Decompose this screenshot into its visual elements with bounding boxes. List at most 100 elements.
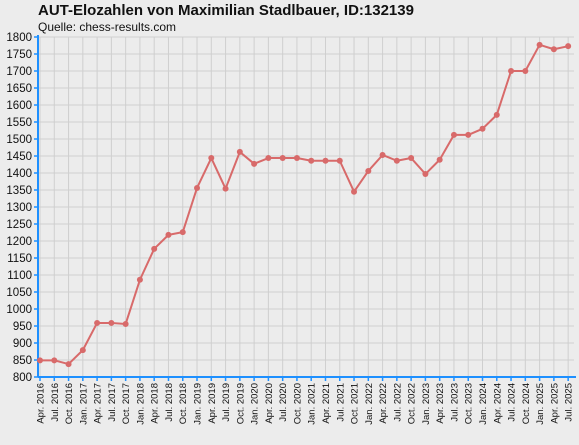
y-tick-label: 950 xyxy=(13,321,32,333)
y-tick-label: 1100 xyxy=(7,270,32,282)
chart-source: Quelle: chess-results.com xyxy=(38,20,177,34)
data-point xyxy=(208,155,215,162)
y-tick-label: 1050 xyxy=(6,287,32,299)
x-tick-label: Jan. 2023 xyxy=(421,383,432,425)
data-point xyxy=(222,185,229,192)
x-tick-label: Apr. 2020 xyxy=(264,383,275,424)
x-tick-label: Apr. 2025 xyxy=(549,383,560,424)
y-tick-labels: 800 850 900 950 1000 1050 1100 1150 1200 1250 1300… xyxy=(6,32,32,384)
series-line xyxy=(40,43,569,366)
y-tick-label: 1750 xyxy=(6,49,32,61)
data-point xyxy=(151,245,158,252)
x-tick-label: Jan. 2019 xyxy=(193,383,204,425)
y-tick-label: 1550 xyxy=(6,117,32,129)
data-point xyxy=(393,157,400,164)
data-point xyxy=(565,43,572,50)
data-point xyxy=(493,111,500,118)
data-point xyxy=(265,155,272,162)
data-point xyxy=(508,68,515,74)
x-tick-label: Jul. 2017 xyxy=(107,383,118,422)
x-tick-label: Jul. 2018 xyxy=(164,383,175,422)
series-group xyxy=(37,41,572,368)
y-tick-label: 1600 xyxy=(6,100,32,112)
data-point xyxy=(379,151,386,158)
data-point xyxy=(550,46,557,53)
y-tick-label: 1450 xyxy=(6,151,32,163)
data-point xyxy=(65,361,72,368)
y-tick-label: 1400 xyxy=(6,168,32,180)
y-tick-label: 1200 xyxy=(6,236,32,248)
x-tick-label: Oct. 2020 xyxy=(292,383,303,424)
data-point xyxy=(179,229,186,236)
data-point xyxy=(365,167,372,174)
grid-lines xyxy=(38,36,574,378)
data-point xyxy=(79,347,86,354)
x-tick-label: Jul. 2022 xyxy=(392,383,403,422)
x-tick-label: Apr. 2022 xyxy=(378,383,389,424)
x-tick-label: Jan. 2021 xyxy=(307,383,318,425)
y-tick-label: 1650 xyxy=(6,83,32,95)
data-point xyxy=(522,68,529,74)
x-tick-label: Jul. 2025 xyxy=(564,383,575,422)
x-tick-label: Oct. 2022 xyxy=(407,383,418,424)
x-tick-label: Oct. 2016 xyxy=(64,383,75,424)
y-tick-label: 1800 xyxy=(6,32,32,44)
data-point xyxy=(408,155,415,162)
data-point xyxy=(279,155,286,162)
x-tick-label: Oct. 2019 xyxy=(235,383,246,424)
data-point xyxy=(436,156,443,163)
data-point xyxy=(108,319,115,326)
x-tick-label: Apr. 2023 xyxy=(435,383,446,424)
x-tick-label: Oct. 2024 xyxy=(521,383,532,424)
data-point xyxy=(136,276,143,283)
y-tick-label: 1350 xyxy=(6,185,32,197)
y-tick-label: 1500 xyxy=(6,134,32,146)
data-point xyxy=(322,157,329,164)
x-tick-label: Oct. 2017 xyxy=(121,383,132,424)
x-tick-label: Apr. 2021 xyxy=(321,383,332,424)
y-tick-label: 1300 xyxy=(6,202,32,214)
y-tick-label: 800 xyxy=(13,372,32,384)
x-tick-label: Jan. 2022 xyxy=(364,383,375,425)
data-point xyxy=(536,41,543,48)
x-tick-label: Apr. 2018 xyxy=(150,383,161,424)
x-tick-label: Apr. 2024 xyxy=(492,383,503,424)
x-tick-label: Jul. 2021 xyxy=(335,383,346,422)
data-point xyxy=(465,131,472,138)
chart-title: AUT-Elozahlen von Maximilian Stadlbauer,… xyxy=(38,2,414,19)
x-tick-label: Jan. 2020 xyxy=(250,383,261,425)
x-tick-label: Oct. 2021 xyxy=(350,383,361,424)
x-tick-label: Oct. 2018 xyxy=(178,383,189,424)
x-tick-label: Oct. 2023 xyxy=(464,383,475,424)
x-tick-label: Jan. 2024 xyxy=(478,383,489,425)
x-tick-label: Jul. 2023 xyxy=(449,383,460,422)
data-point xyxy=(236,148,243,155)
x-tick-label: Jan. 2018 xyxy=(135,383,146,425)
x-tick-label: Jan. 2017 xyxy=(78,383,89,425)
y-tick-label: 1700 xyxy=(6,66,32,78)
data-point xyxy=(479,125,486,132)
x-tick-label: Jul. 2020 xyxy=(278,383,289,422)
axes xyxy=(34,35,576,381)
data-point xyxy=(37,357,43,364)
x-tick-label: Apr. 2017 xyxy=(93,383,104,424)
data-point xyxy=(293,155,300,162)
x-tick-labels: Apr. 2016 Jul. 2016 Oct. 2016 Jan. 2017 Apr.… xyxy=(36,383,575,425)
data-point xyxy=(165,231,172,238)
data-point xyxy=(351,188,358,195)
data-point xyxy=(122,320,129,327)
data-point xyxy=(51,357,58,364)
data-point xyxy=(194,184,201,191)
x-tick-label: Apr. 2016 xyxy=(36,383,47,424)
y-tick-label: 1250 xyxy=(6,219,32,231)
data-point xyxy=(336,157,343,164)
data-point xyxy=(251,160,258,167)
y-tick-label: 1150 xyxy=(7,253,32,265)
y-tick-label: 900 xyxy=(13,338,32,350)
x-tick-label: Apr. 2019 xyxy=(207,383,218,424)
data-point xyxy=(450,131,457,138)
data-point xyxy=(422,171,429,178)
data-point xyxy=(308,157,315,164)
y-tick-label: 850 xyxy=(13,355,32,367)
